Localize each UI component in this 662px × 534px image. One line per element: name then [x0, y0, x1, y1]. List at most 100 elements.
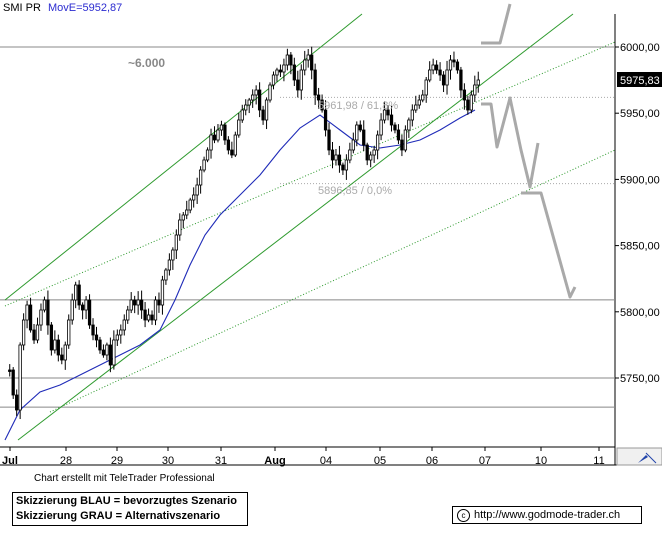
x-tick-label: 07: [479, 455, 491, 467]
candle-body: [188, 199, 192, 211]
candle-body: [171, 249, 175, 261]
candle-body: [476, 79, 480, 86]
candle-body: [369, 154, 373, 161]
candle-body: [292, 64, 296, 81]
candle-body: [348, 149, 352, 161]
candle-body: [407, 119, 411, 131]
candle-body: [77, 284, 81, 306]
y-tick-labels: 6000,00 5950,00 5900,00 5850,00 5800,00 5750,…: [615, 42, 660, 385]
candle-body: [119, 329, 123, 336]
candle-body: [254, 89, 258, 96]
candle-body: [167, 259, 172, 271]
candle-body: [15, 394, 19, 411]
candle-body: [74, 284, 78, 301]
candle-body: [209, 134, 213, 151]
candle-body: [327, 129, 331, 151]
candle-body: [136, 299, 140, 306]
candle-body: [164, 269, 168, 281]
candle-body: [53, 339, 57, 351]
candle-body: [410, 109, 414, 121]
candle-body: [63, 344, 67, 361]
candle-body: [313, 69, 317, 96]
candle-body: [275, 69, 279, 76]
candle-body: [129, 299, 133, 311]
candle-body: [87, 299, 92, 326]
candle-body: [28, 304, 33, 331]
candle-body: [230, 149, 234, 156]
candle-body: [80, 304, 85, 311]
x-tick-label: Jul: [2, 455, 18, 467]
y-tick-label: 5800,00: [620, 307, 660, 319]
moving-average-label: MovE=5952,87: [48, 2, 122, 14]
legend-gray-text: Skizzierung GRAU = Alternativszenario: [16, 510, 221, 522]
svg-text:SMI PR MovE=5952,87: SMI PR MovE=5952,87: [3, 2, 122, 14]
scenario-gray-upper: [481, 3, 512, 45]
candle-body: [150, 314, 154, 321]
candle-body: [146, 314, 151, 321]
candle-body: [334, 154, 338, 161]
candle-body: [18, 344, 22, 411]
y-tick-label: 5950,00: [620, 108, 660, 120]
candle-body: [219, 124, 224, 131]
candle-body: [143, 309, 147, 321]
horizontal-levels: [0, 46, 615, 408]
candle-body: [185, 209, 189, 216]
x-tick-label: 11: [593, 455, 604, 467]
candle-body: [278, 69, 283, 73]
candle-body: [67, 319, 71, 346]
candle-body: [198, 169, 203, 186]
y-tick-label: 6000,00: [620, 42, 660, 54]
candle-body: [400, 139, 404, 151]
candle-body: [473, 84, 477, 96]
candle-body: [178, 219, 182, 236]
candle-body: [32, 329, 36, 341]
annotation-6000: ~6.000: [128, 56, 165, 70]
legend-blue-text: Skizzierung BLAU = bevorzugtes Szenario: [16, 495, 237, 507]
candle-body: [396, 129, 401, 141]
url-text[interactable]: http://www.godmode-trader.ch: [474, 509, 621, 521]
candle-body: [351, 139, 355, 151]
candle-body: [438, 69, 442, 76]
candle-body: [112, 339, 116, 366]
candle-body: [205, 149, 210, 161]
candle-body: [122, 319, 126, 331]
x-tick-label: 31: [215, 455, 227, 467]
tool-corner-icon[interactable]: [616, 447, 662, 466]
candle-body: [153, 299, 158, 321]
candle-body: [296, 79, 300, 91]
candle-body: [223, 124, 227, 141]
candle-body: [344, 159, 349, 171]
candle-body: [337, 154, 342, 166]
moving-average-line: [4, 109, 476, 441]
y-tick-label: 5750,00: [620, 373, 660, 385]
candles: [8, 46, 480, 420]
candle-body: [403, 129, 408, 151]
candle-body: [91, 324, 95, 336]
candle-body: [372, 149, 376, 156]
candle-body: [462, 89, 467, 101]
candle-body: [441, 74, 446, 86]
scenario-gray-down: [521, 191, 577, 299]
candle-body: [355, 124, 359, 141]
candle-body: [320, 99, 324, 111]
candle-body: [49, 324, 54, 351]
candle-body: [35, 324, 40, 341]
candle-body: [285, 54, 290, 66]
candle-body: [358, 124, 362, 131]
candle-body: [126, 309, 130, 321]
candle-body: [434, 64, 439, 71]
fib-levels: [280, 96, 615, 185]
candle-body: [244, 104, 248, 111]
candle-body: [101, 349, 106, 356]
x-tick-label: 06: [426, 455, 438, 467]
candle-body: [459, 69, 463, 91]
candle-body: [233, 134, 237, 156]
candle-body: [257, 89, 262, 111]
url-box[interactable]: c http://www.godmode-trader.ch: [452, 506, 642, 524]
candle-body: [181, 214, 185, 221]
candle-body: [105, 344, 109, 356]
x-tick-label: 10: [535, 455, 547, 467]
candle-body: [216, 129, 220, 141]
last-price-box: 5975,83: [617, 72, 662, 87]
